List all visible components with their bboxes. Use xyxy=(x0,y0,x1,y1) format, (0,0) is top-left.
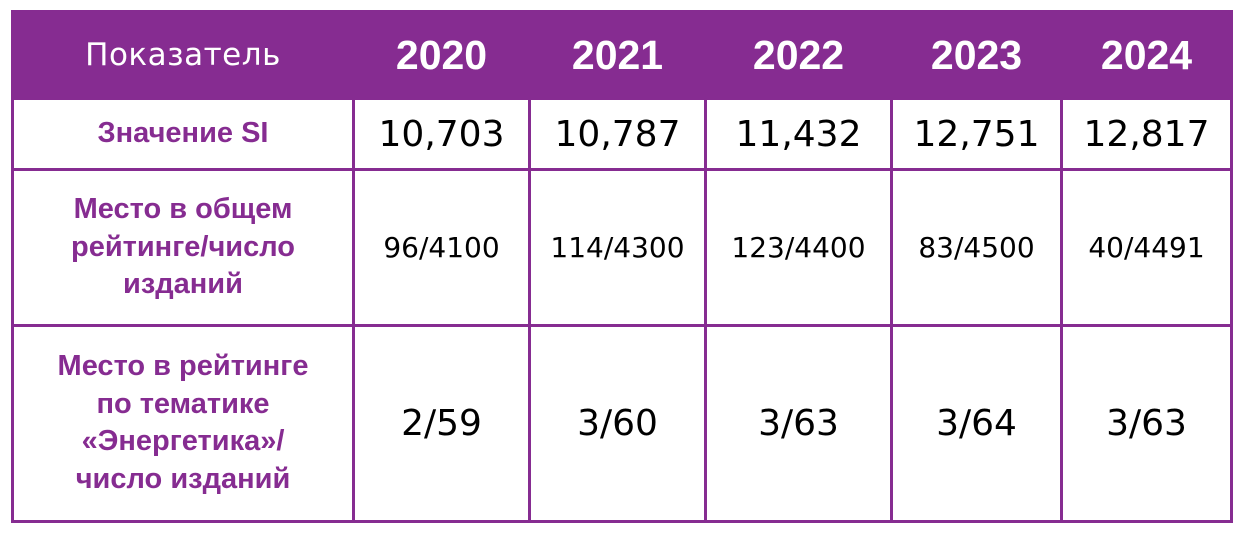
row-label-line: «Энергетика»/ xyxy=(81,425,285,458)
header-year-2020: 2020 xyxy=(352,10,531,100)
journal-stats-table: Показатель 2020 2021 2022 2023 2024 Знач… xyxy=(11,10,1233,524)
header-year-2021: 2021 xyxy=(528,10,707,100)
si-value-2020: 10,703 xyxy=(352,96,531,172)
si-value-2022: 11,432 xyxy=(704,96,893,172)
header-row: Показатель 2020 2021 2022 2023 2024 xyxy=(11,10,1233,100)
overall-rank-2022: 123/4400 xyxy=(704,168,893,327)
table-row-topic-rank: Место в рейтинге по тематике «Энергетика… xyxy=(11,323,1233,524)
header-year-2023: 2023 xyxy=(890,10,1063,100)
si-value-2023: 12,751 xyxy=(890,96,1063,172)
header-metric: Показатель xyxy=(11,10,355,100)
header-year-2022: 2022 xyxy=(704,10,893,100)
row-label-overall-rank: Место в общем рейтинге/число изданий xyxy=(11,168,355,327)
row-label-si-value: Значение SI xyxy=(11,96,355,172)
si-value-2024: 12,817 xyxy=(1060,96,1233,172)
table-row-overall-rank: Место в общем рейтинге/число изданий 96/… xyxy=(11,168,1233,327)
topic-rank-2024: 3/63 xyxy=(1060,323,1233,524)
overall-rank-2021: 114/4300 xyxy=(528,168,707,327)
row-label-topic-rank: Место в рейтинге по тематике «Энергетика… xyxy=(11,323,355,524)
row-label-line: рейтинге/число xyxy=(70,230,296,263)
row-label-line: по тематике xyxy=(96,387,270,420)
overall-rank-2023: 83/4500 xyxy=(890,168,1063,327)
topic-rank-2021: 3/60 xyxy=(528,323,707,524)
si-value-2021: 10,787 xyxy=(528,96,707,172)
row-label-line: число изданий xyxy=(75,463,291,496)
table-row-si-value: Значение SI 10,703 10,787 11,432 12,751 … xyxy=(11,96,1233,172)
topic-rank-2023: 3/64 xyxy=(890,323,1063,524)
row-label-line: Место в общем xyxy=(73,192,293,225)
row-label-line: изданий xyxy=(123,268,243,301)
overall-rank-2024: 40/4491 xyxy=(1060,168,1233,327)
topic-rank-2022: 3/63 xyxy=(704,323,893,524)
topic-rank-2020: 2/59 xyxy=(352,323,531,524)
row-label-line: Место в рейтинге xyxy=(57,349,309,382)
overall-rank-2020: 96/4100 xyxy=(352,168,531,327)
header-year-2024: 2024 xyxy=(1060,10,1233,100)
